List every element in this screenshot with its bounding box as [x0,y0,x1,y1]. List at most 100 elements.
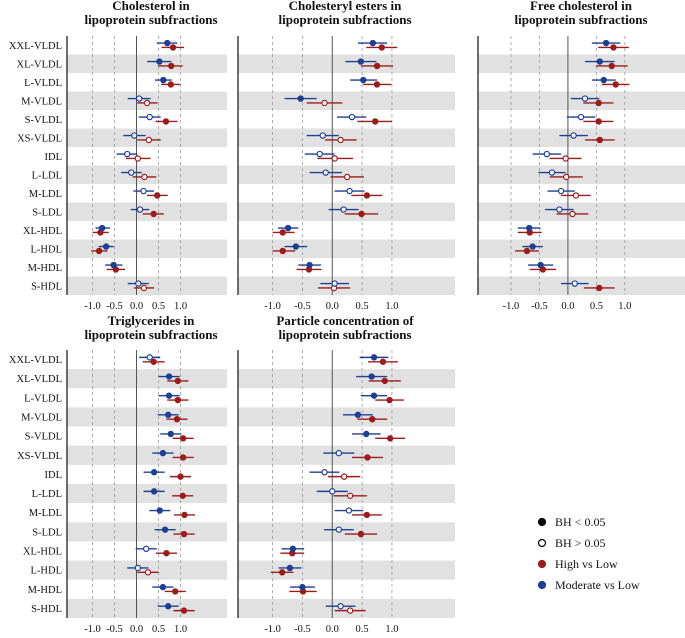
point-estimate [146,354,153,361]
category-label: S-HDL [31,604,62,615]
category-label: XL-VLDL [17,374,63,385]
point-estimate [612,81,619,88]
point-estimate [596,284,603,292]
point-estimate [381,377,388,385]
point-estimate [340,206,347,213]
point-estimate [165,392,173,399]
point-estimate [164,603,172,610]
point-estimate [529,243,536,250]
panel-title: lipoprotein subfractions [278,327,411,342]
row-band [238,407,455,427]
panel-title: lipoprotein subfractions [84,327,217,342]
point-estimate [134,564,142,572]
point-estimate [363,430,370,438]
category-label: XS-VLDL [17,133,62,144]
row-band [478,202,685,221]
point-estimate [600,76,607,84]
point-estimate [160,76,167,84]
point-estimate [150,469,158,476]
category-label: XXL-VLDL [9,355,62,366]
point-estimate [569,210,576,218]
row-band [67,522,227,542]
x-tick-label: -1.0 [264,624,281,635]
x-tick-label: 1.0 [618,301,631,312]
category-label: L-LDL [32,489,62,500]
panel-title: lipoprotein subfractions [84,12,217,27]
x-tick-label: 1.0 [385,624,398,635]
point-estimate [159,449,167,457]
point-estimate [163,550,170,557]
point-estimate [373,81,381,88]
point-estimate [165,373,173,380]
point-estimate [570,132,577,139]
point-estimate [357,530,365,538]
x-tick-label: -0.5 [294,624,311,635]
point-estimate [369,39,377,47]
point-estimate [346,492,354,499]
point-estimate [321,469,328,476]
x-tick-label: -1.0 [264,301,281,312]
point-estimate [595,99,602,107]
x-tick-label: 0.5 [152,624,165,635]
x-tick-label: -1.0 [84,624,101,635]
point-estimate [557,187,565,195]
point-estimate [161,526,169,533]
point-estimate [153,192,161,199]
point-estimate [98,224,106,232]
point-estimate [340,473,348,480]
point-estimate [181,511,188,519]
point-estimate [337,603,344,610]
point-estimate [335,526,343,533]
category-label: S-VLDL [25,115,62,126]
point-estimate [543,150,551,158]
point-estimate [124,150,131,158]
point-estimate [548,169,556,176]
point-estimate [346,187,353,195]
row-band [238,239,455,258]
point-estimate [372,118,379,125]
point-estimate [329,488,336,495]
row-band [238,276,455,295]
point-estimate [370,354,378,361]
category-label: XL-VLDL [17,59,63,70]
legend-marker [537,517,547,527]
category-label: L-VLDL [24,78,62,89]
x-tick-label: 0.5 [152,301,165,312]
point-estimate [173,416,181,423]
legend-marker [537,559,547,569]
point-estimate [386,435,394,442]
point-estimate [135,95,143,102]
point-estimate [321,99,328,107]
x-tick-label: -1.0 [84,301,101,312]
row-band [67,202,227,221]
category-label: S-LDL [32,527,62,538]
legend-label: High vs Low [555,557,618,571]
point-estimate [373,62,381,70]
point-estimate [146,113,153,121]
point-estimate [331,280,338,287]
point-estimate [110,261,117,269]
panel-title: Cholesterol in [112,0,190,13]
point-estimate [180,530,188,538]
point-estimate [172,588,179,595]
x-tick-label: -0.5 [106,301,123,312]
row-band [478,54,685,73]
legend-marker [537,538,547,548]
point-estimate [136,206,144,213]
row-band [67,445,227,465]
point-estimate [357,58,365,65]
point-estimate [141,173,148,181]
point-estimate [358,210,365,218]
row-band [478,91,685,110]
point-estimate [164,411,172,418]
x-tick-label: 0.5 [590,301,603,312]
row-band [238,54,455,73]
x-tick-label: -0.5 [531,301,548,312]
row-band [478,165,685,184]
point-estimate [95,247,103,255]
category-label: S-VLDL [25,432,62,443]
point-estimate [343,173,351,181]
x-tick-label: 0.0 [561,301,574,312]
